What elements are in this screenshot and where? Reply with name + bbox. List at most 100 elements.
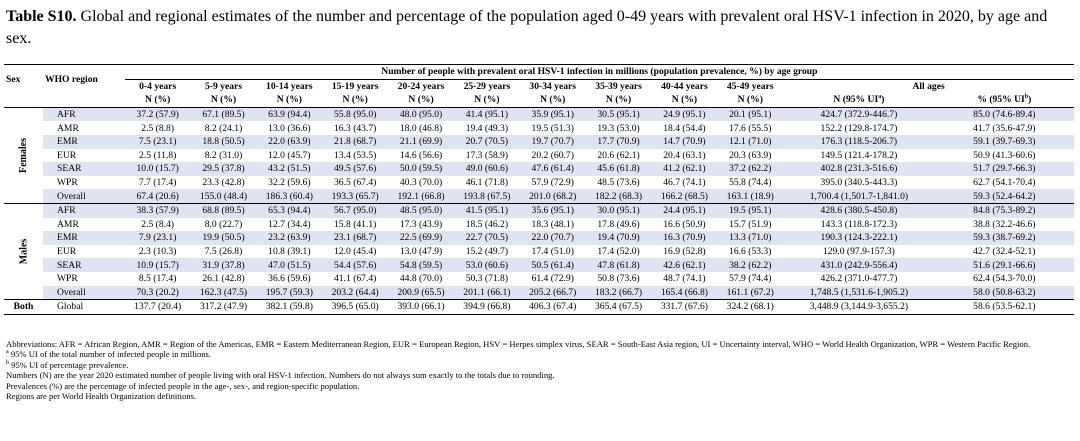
value-cell: 55.8 (74.4)	[729, 177, 772, 189]
value-cell: 35.9 (95.1)	[519, 107, 586, 122]
table-title: Table S10. Global and regional estimates…	[6, 6, 1071, 50]
both-section: Both Global 137.7 (20.4) 317.2 (47.9) 382.1 …	[4, 299, 1074, 315]
value-cell: 431.0 (242.9-556.4)	[783, 258, 935, 272]
value-cell: 2.5 (11.8)	[139, 149, 177, 161]
table-row: Overall 67.4 (20.6) 155.0 (48.4) 186.3 (60.…	[4, 189, 1074, 204]
value-cell: 65.3 (94.4)	[256, 203, 323, 218]
table-row: EUR 2.3 (10.3) 7.5 (26.8) 10.8 (39.1) 12.0 (…	[4, 245, 1074, 259]
value-cell: 55.8 (95.0)	[322, 107, 389, 122]
value-cell: 19.4 (49.3)	[465, 122, 509, 134]
value-cell: 193.3 (65.7)	[322, 189, 389, 204]
value-cell: 50.3 (71.8)	[465, 273, 509, 285]
header-age-6: 30-34 years	[529, 80, 577, 92]
value-cell: 36.5 (67.4)	[334, 177, 377, 189]
value-cell: 20.3 (63.9)	[729, 149, 772, 161]
value-cell: 18.0 (46.8)	[399, 122, 443, 134]
header-age-3: 15-19 years	[331, 80, 379, 92]
value-cell: 20.1 (95.1)	[717, 107, 784, 122]
value-cell: 24.9 (95.1)	[651, 107, 718, 122]
value-cell: 12.0 (45.7)	[268, 149, 311, 161]
value-cell: 51.7 (29.7-66.3)	[934, 162, 1074, 176]
value-cell: 42.7 (32.4-52.1)	[973, 246, 1036, 258]
value-cell: 19.5 (51.3)	[531, 122, 574, 134]
value-cell: 8.2 (24.1)	[204, 122, 243, 134]
value-cell: 41.4 (95.1)	[453, 107, 520, 122]
value-cell: 30.0 (95.1)	[585, 203, 652, 218]
value-cell: 61.4 (72.9)	[531, 273, 574, 285]
region-cell: WPR	[57, 177, 78, 189]
region-cell: SEAR	[43, 162, 125, 176]
header-row-group: Sex WHO region Number of people with pre…	[4, 64, 1074, 94]
value-cell: 21.1 (69.9)	[388, 134, 454, 149]
value-cell: 49.0 (60.6)	[453, 162, 520, 176]
value-cell: 22.5 (69.9)	[388, 231, 454, 245]
value-cell: 22.0 (70.7)	[519, 231, 586, 245]
table-notes: Abbreviations: AFR = African Region, AMR…	[6, 339, 1071, 401]
value-cell: 45.6 (61.8)	[585, 162, 652, 176]
value-cell: 143.3 (118.8-172.3)	[820, 218, 898, 230]
value-cell: 18.5 (46.2)	[465, 218, 509, 230]
value-cell: 19.3 (53.0)	[597, 122, 640, 134]
value-cell: 35.6 (95.1)	[519, 203, 586, 218]
value-cell: 16.3 (43.7)	[334, 122, 377, 134]
value-cell: 192.1 (66.8)	[388, 189, 454, 204]
table-row: AMR 2.5 (8.8) 8.2 (24.1) 13.0 (36.6) 16.3 (4…	[4, 121, 1074, 135]
value-cell: 317.2 (47.9)	[190, 299, 257, 315]
value-cell: 50.5 (61.4)	[519, 258, 586, 272]
value-cell: 18.8 (50.5)	[190, 134, 257, 149]
value-cell: 67.1 (89.5)	[190, 107, 257, 122]
value-cell: 42.6 (62.1)	[651, 258, 718, 272]
table-row: Overall 70.3 (20.2) 162.3 (47.5) 195.7 (59.…	[4, 285, 1074, 301]
value-cell: 324.2 (68.1)	[717, 299, 784, 315]
note-abbreviations: Abbreviations: AFR = African Region, AMR…	[6, 339, 1031, 349]
males-sex-label: Males	[4, 203, 43, 301]
value-cell: 1,748.5 (1,531.6-1,905.2)	[783, 285, 935, 301]
value-cell: 68.8 (89.5)	[190, 203, 257, 218]
value-cell: 2.5 (8.8)	[141, 122, 175, 134]
header-row-units: N (%) N (%) N (%) N (%) N (%) N (%) N (%…	[4, 93, 1074, 108]
value-cell: 2.5 (8.4)	[141, 218, 175, 230]
region-cell: SEAR	[43, 258, 125, 272]
value-cell: 44.8 (70.0)	[399, 273, 443, 285]
value-cell: 50.8 (73.6)	[597, 273, 640, 285]
females-section: Females AFR 37.2 (57.9) 67.1 (89.5) 63.9 (94…	[4, 107, 1074, 204]
value-cell: 161.1 (67.2)	[717, 285, 784, 301]
both-sex-label: Both	[4, 299, 43, 315]
value-cell: 41.7 (35.6-47.9)	[973, 122, 1036, 134]
value-cell: 382.1 (59.8)	[256, 299, 323, 315]
value-cell: 17.3 (58.9)	[465, 149, 509, 161]
table-row: AMR 2.5 (8.4) 8.0 (22.7) 12.7 (34.4) 15.8 (4…	[4, 218, 1074, 232]
value-cell: 424.7 (372.9-446.7)	[783, 107, 935, 122]
value-cell: 165.4 (66.8)	[651, 285, 718, 301]
value-cell: 22.0 (63.9)	[256, 134, 323, 149]
value-cell: 365.4 (67.5)	[585, 299, 652, 315]
value-cell: 50.9 (41.3-60.6)	[973, 149, 1036, 161]
value-cell: 37.2 (62.2)	[717, 162, 784, 176]
header-region: WHO region	[43, 64, 125, 94]
region-cell: EMR	[43, 134, 125, 149]
header-age-4: 20-24 years	[397, 80, 445, 92]
females-sex-label: Females	[4, 107, 43, 204]
header-age-1: 5-9 years	[204, 80, 243, 92]
value-cell: 58.6 (53.5-62.1)	[934, 299, 1074, 315]
table-row: EUR 2.5 (11.8) 8.2 (31.0) 12.0 (45.7) 13.4 (…	[4, 149, 1074, 163]
value-cell: 59.1 (39.7-69.3)	[934, 134, 1074, 149]
value-cell: 7.5 (23.1)	[124, 134, 191, 149]
value-cell: 48.7 (74.1)	[663, 273, 706, 285]
table-caption: Global and regional estimates of the num…	[6, 8, 1048, 47]
header-row-ages: 0-4 years 5-9 years 10-14 years 15-19 ye…	[4, 79, 1074, 93]
value-cell: 137.7 (20.4)	[124, 299, 191, 315]
table-label: Table S10.	[6, 8, 77, 25]
value-cell: 23.3 (42.8)	[202, 177, 245, 189]
value-cell: 20.7 (70.5)	[453, 134, 520, 149]
note-b: b 95% UI of percentage prevalence.	[6, 359, 129, 370]
value-cell: 47.0 (51.5)	[256, 258, 323, 272]
value-cell: 395.0 (340.5-443.3)	[820, 177, 898, 189]
value-cell: 38.8 (32.2-46.6)	[973, 218, 1036, 230]
value-cell: 16.6 (50.9)	[663, 218, 706, 230]
value-cell: 15.7 (51.9)	[729, 218, 772, 230]
value-cell: 17.6 (55.5)	[729, 122, 772, 134]
table-row: EMR 7.5 (23.1) 18.8 (50.5) 22.0 (63.9) 21.8 …	[4, 134, 1074, 149]
value-cell: 54.4 (57.6)	[322, 258, 389, 272]
table-row: WPR 8.5 (17.4) 26.1 (42.8) 36.6 (59.6) 41.1 …	[4, 272, 1074, 286]
